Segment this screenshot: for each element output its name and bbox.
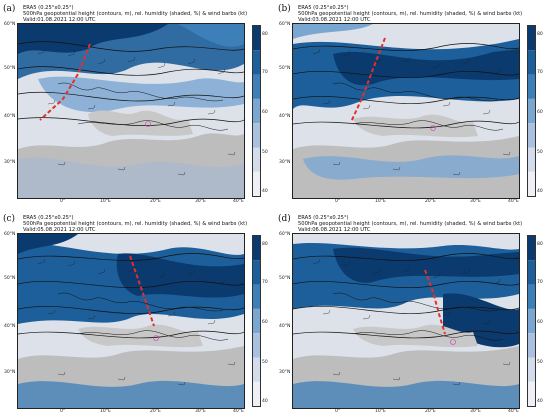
colorbar-gradient: [253, 26, 260, 196]
panel-c: (c) ERA5 (0.25°x0.25°) 500hPa geopotenti…: [0, 210, 275, 420]
lon-label: 30°E: [195, 409, 206, 414]
colorbar-tick: 60: [262, 110, 268, 115]
colorbar-tick: 70: [537, 70, 543, 75]
lon-label: 40°E: [508, 199, 519, 204]
field-description: 500hPa geopotential height (contours, m)…: [23, 221, 248, 228]
colorbar-tick: 70: [537, 280, 543, 285]
lat-label: 60°N: [4, 232, 16, 237]
lon-label: 0°: [60, 409, 66, 414]
weather-map: [17, 23, 245, 199]
panel-letter: (c): [3, 214, 16, 224]
lat-label: 60°N: [279, 22, 291, 27]
colorbar-tick: 40: [537, 399, 543, 404]
map-graphic: [293, 234, 519, 408]
dataset-label: ERA5 (0.25°x0.25°): [298, 5, 349, 11]
lat-label: 40°N: [4, 114, 16, 119]
lat-label: 50°N: [4, 276, 16, 281]
weather-map: [17, 233, 245, 409]
dataset-label: ERA5 (0.25°x0.25°): [23, 215, 74, 221]
field-description: 500hPa geopotential height (contours, m)…: [298, 221, 523, 228]
colorbar: [527, 235, 536, 407]
colorbar-tick: 70: [262, 70, 268, 75]
lon-label: 0°: [60, 199, 66, 204]
lat-label: 50°N: [279, 66, 291, 71]
colorbar: [527, 25, 536, 197]
lon-label: 10°E: [375, 199, 386, 204]
colorbar-tick: 50: [537, 360, 543, 365]
lat-label: 30°N: [4, 160, 16, 165]
lon-label: 0°: [335, 409, 341, 414]
lat-label: 30°N: [279, 160, 291, 165]
dataset-label: ERA5 (0.25°x0.25°): [23, 5, 74, 11]
weather-map: [292, 23, 520, 199]
colorbar-tick: 60: [537, 110, 543, 115]
weather-map: [292, 233, 520, 409]
lat-label: 50°N: [279, 276, 291, 281]
map-graphic: [18, 234, 244, 408]
colorbar-gradient: [253, 236, 260, 406]
colorbar-tick: 80: [537, 242, 543, 247]
colorbar-tick: 60: [262, 320, 268, 325]
lon-label: 20°E: [425, 409, 436, 414]
panel-header: ERA5 (0.25°x0.25°) 500hPa geopotential h…: [23, 215, 247, 234]
colorbar-gradient: [528, 236, 535, 406]
panel-letter: (b): [278, 4, 291, 14]
panel-a: (a) ERA5 (0.25°x0.25°) 500hPa geopotenti…: [0, 0, 275, 210]
panel-d: (d) ERA5 (0.25°x0.25°) 500hPa geopotenti…: [275, 210, 550, 420]
valid-time: Valid:03.08.2021 12:00 UTC: [298, 17, 371, 24]
colorbar: [252, 235, 261, 407]
lon-label: 40°E: [508, 409, 519, 414]
panel-header: ERA5 (0.25°x0.25°) 500hPa geopotential h…: [298, 215, 522, 234]
lat-label: 30°N: [4, 370, 16, 375]
panel-letter: (a): [3, 4, 16, 14]
lon-label: 20°E: [425, 199, 436, 204]
panel-letter: (d): [278, 214, 291, 224]
lon-label: 10°E: [100, 409, 111, 414]
lat-label: 60°N: [279, 232, 291, 237]
panel-b: (b) ERA5 (0.25°x0.25°) 500hPa geopotenti…: [275, 0, 550, 210]
colorbar-tick: 40: [262, 189, 268, 194]
colorbar: [252, 25, 261, 197]
lon-label: 30°E: [195, 199, 206, 204]
panel-header: ERA5 (0.25°x0.25°) 500hPa geopotential h…: [23, 5, 247, 24]
valid-time: Valid:06.08.2021 12:00 UTC: [298, 227, 371, 234]
field-description: 500hPa geopotential height (contours, m)…: [298, 11, 523, 18]
map-graphic: [293, 24, 519, 198]
colorbar-tick: 40: [537, 189, 543, 194]
colorbar-tick: 60: [537, 320, 543, 325]
map-graphic: [18, 24, 244, 198]
colorbar-tick: 50: [262, 360, 268, 365]
lon-label: 40°E: [233, 409, 244, 414]
lon-label: 10°E: [375, 409, 386, 414]
lon-label: 10°E: [100, 199, 111, 204]
lon-label: 30°E: [470, 409, 481, 414]
lon-label: 30°E: [470, 199, 481, 204]
dataset-label: ERA5 (0.25°x0.25°): [298, 215, 349, 221]
colorbar-tick: 80: [537, 32, 543, 37]
colorbar-tick: 50: [262, 150, 268, 155]
colorbar-gradient: [528, 26, 535, 196]
lat-label: 40°N: [4, 324, 16, 329]
colorbar-tick: 80: [262, 32, 268, 37]
colorbar-tick: 40: [262, 399, 268, 404]
lat-label: 60°N: [4, 22, 16, 27]
lon-label: 20°E: [150, 409, 161, 414]
colorbar-tick: 70: [262, 280, 268, 285]
lon-label: 0°: [335, 199, 341, 204]
colorbar-tick: 80: [262, 242, 268, 247]
lon-label: 40°E: [233, 199, 244, 204]
colorbar-tick: 50: [537, 150, 543, 155]
valid-time: Valid:01.08.2021 12:00 UTC: [23, 17, 96, 24]
lat-label: 50°N: [4, 66, 16, 71]
field-description: 500hPa geopotential height (contours, m)…: [23, 11, 248, 18]
lat-label: 40°N: [279, 114, 291, 119]
valid-time: Valid:05.08.2021 12:00 UTC: [23, 227, 96, 234]
lon-label: 20°E: [150, 199, 161, 204]
lat-label: 30°N: [279, 370, 291, 375]
lat-label: 40°N: [279, 324, 291, 329]
panel-header: ERA5 (0.25°x0.25°) 500hPa geopotential h…: [298, 5, 522, 24]
